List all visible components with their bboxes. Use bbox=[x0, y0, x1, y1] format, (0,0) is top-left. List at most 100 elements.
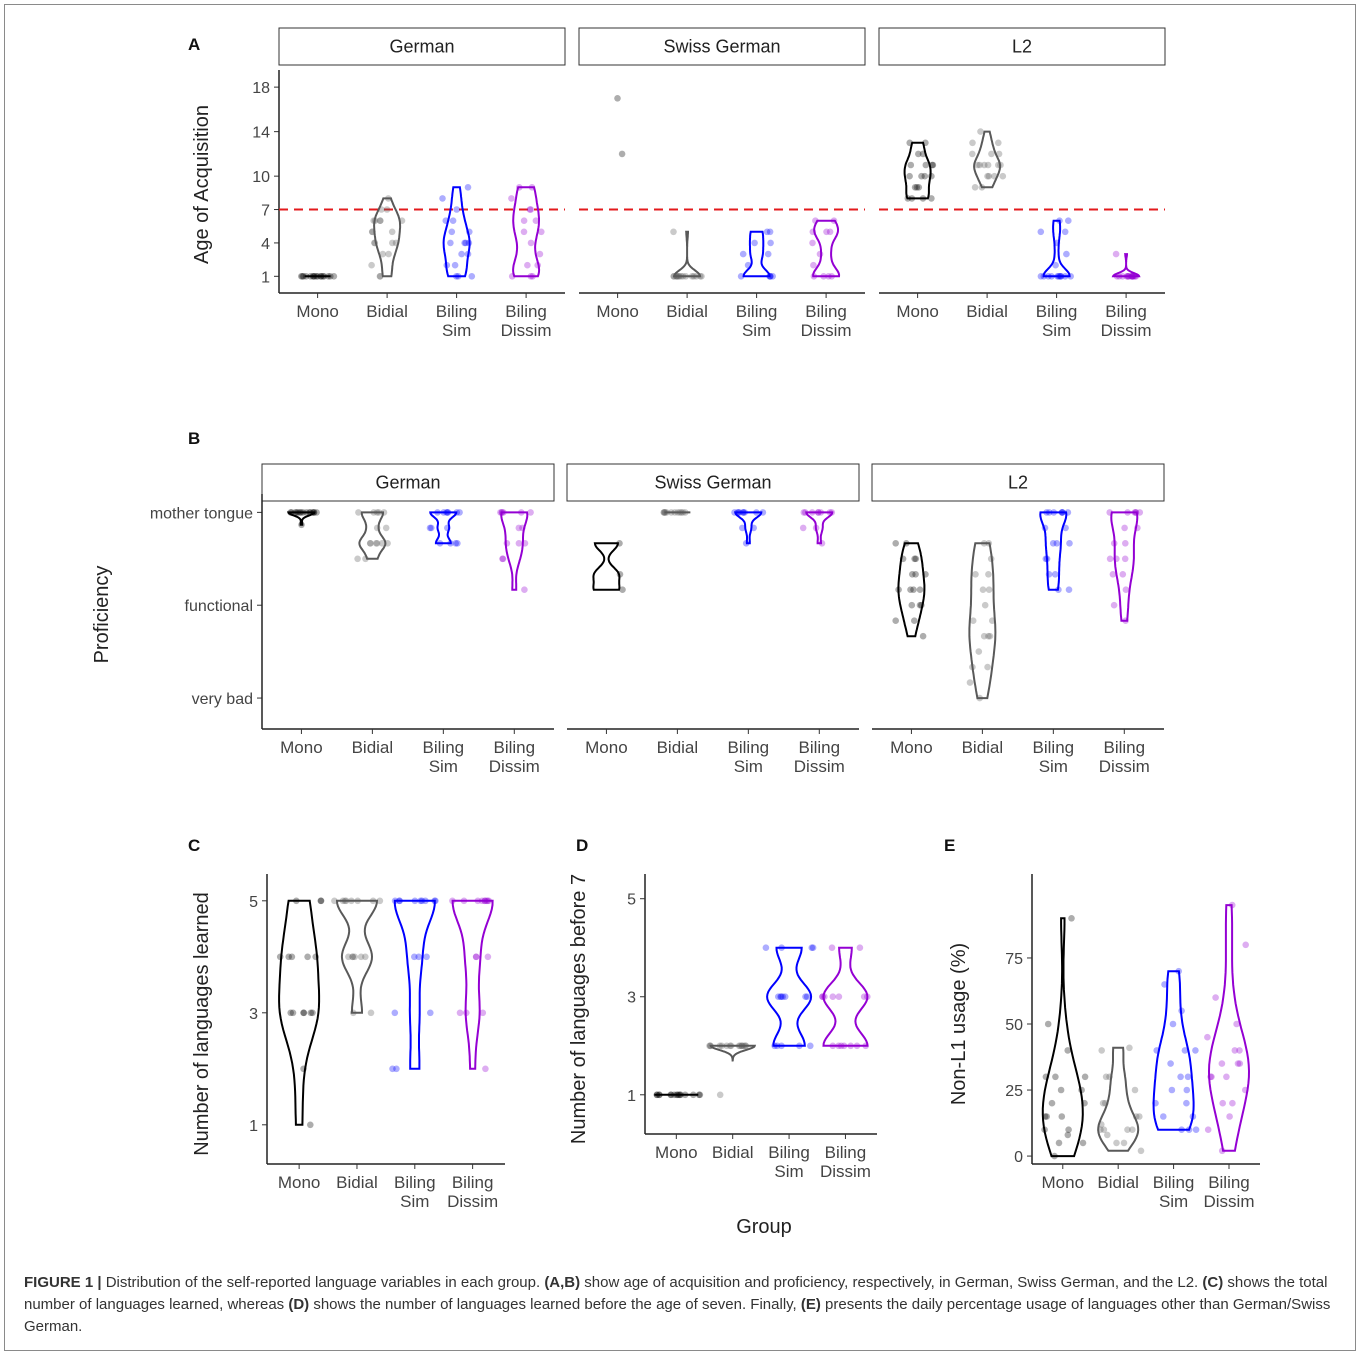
panel-a-f0-point-2-16 bbox=[439, 195, 446, 202]
panel-a-f2-point-2-0 bbox=[1037, 273, 1045, 280]
panel-a-x-tick-label-1-3: Biling Dissim bbox=[801, 302, 852, 340]
panel-a-f2-point-0-6 bbox=[915, 184, 923, 191]
panel-c-x-tick-label-2-line: Biling bbox=[394, 1173, 436, 1192]
panel-e-point-0-5 bbox=[1065, 1126, 1072, 1133]
panel-a-y-tick-label-3: 10 bbox=[252, 169, 270, 186]
panel-e-point-2-2 bbox=[1192, 1126, 1200, 1133]
panel-b-f1-point-1-6 bbox=[660, 509, 668, 516]
panel-e-y-tick-label-2: 50 bbox=[1005, 1017, 1023, 1034]
panel-a-f0-violin-3 bbox=[512, 186, 541, 278]
panel-a-f0-point-3-12 bbox=[527, 206, 535, 213]
panel-a-f0-point-1-14 bbox=[383, 206, 391, 213]
panel-a-f0-point-3-10 bbox=[532, 217, 540, 224]
panel-d-point-2-6 bbox=[779, 993, 787, 1000]
panel-e-y-label: Non-L1 usage (%) bbox=[948, 943, 970, 1105]
panel-d-violin-2 bbox=[766, 946, 813, 1047]
panel-b-f0-point-1-11 bbox=[372, 540, 380, 547]
panel-e-point-3-12 bbox=[1236, 1047, 1243, 1054]
panel-c-point-0-6 bbox=[300, 1009, 307, 1017]
panel-e-point-3-16 bbox=[1212, 994, 1219, 1001]
panel-b-strip-label-1: Swiss German bbox=[654, 473, 771, 493]
panel-c-x-tick-label-3: Biling Dissim bbox=[447, 1173, 498, 1211]
panel-c-point-1-15 bbox=[351, 953, 359, 961]
panel-b-f2-point-3-1 bbox=[1136, 509, 1144, 516]
panel-b-x-tick-label-1-0-line: Mono bbox=[585, 738, 628, 757]
panel-a-x-tick-label-2-3-line: Dissim bbox=[1101, 321, 1152, 340]
panel-b-x-tick-label-1-3-line: Biling bbox=[798, 738, 840, 757]
panel-a-f0-point-3-7 bbox=[520, 228, 528, 236]
panel-e-point-1-16 bbox=[1098, 1047, 1105, 1054]
panel-e-x-tick-label-1-line: Bidial bbox=[1097, 1173, 1139, 1192]
panel-b-f2-point-0-10 bbox=[916, 586, 924, 593]
panel-a-f0-point-1-3 bbox=[385, 250, 392, 258]
panel-b-x-tick-label-1-2-line: Sim bbox=[734, 757, 763, 776]
panel-a-f1-point-0-1 bbox=[614, 95, 621, 102]
panel-d-y-tick-label-1: 3 bbox=[627, 990, 636, 1007]
panel-e-point-3-8 bbox=[1223, 1073, 1230, 1081]
panel-d-point-3-11 bbox=[829, 993, 837, 1000]
panel-b-x-tick-label-2-3-line: Biling bbox=[1103, 738, 1145, 757]
panel-a-f2-point-1-7 bbox=[976, 161, 983, 169]
figure-frame bbox=[4, 4, 1356, 1351]
panel-b-panel-letter: B bbox=[188, 429, 200, 448]
panel-c-point-0-14 bbox=[289, 1009, 297, 1017]
panel-a-f1-violin-1 bbox=[672, 230, 702, 278]
panel-b-f2-point-0-15 bbox=[892, 617, 899, 624]
panel-e-point-3-2 bbox=[1226, 1113, 1233, 1120]
panel-a-f0-point-2-0 bbox=[468, 273, 476, 280]
panel-d-point-2-8 bbox=[775, 993, 782, 1000]
panel-a-f0-point-0-8 bbox=[330, 273, 338, 280]
panel-b-f0-point-1-10 bbox=[378, 540, 386, 547]
panel-b-f0-violin-2 bbox=[429, 511, 458, 545]
panel-e-x-tick-label-0: Mono bbox=[1042, 1173, 1085, 1192]
panel-b-f2-point-3-12 bbox=[1106, 555, 1114, 563]
panel-a-x-tick-label-1-3-line: Biling bbox=[805, 302, 847, 321]
panel-a-f0-point-3-9 bbox=[520, 217, 528, 224]
panel-d-x-tick-label-2-line: Biling bbox=[768, 1143, 810, 1162]
panel-a-f0-point-1-13 bbox=[376, 217, 384, 224]
panel-a-f0-point-3-11 bbox=[526, 206, 534, 213]
panel-d-y-tick-label-2: 5 bbox=[627, 892, 636, 909]
panel-e-point-2-5 bbox=[1183, 1099, 1190, 1107]
panel-a-f0-point-2-7 bbox=[462, 239, 470, 247]
panel-a-f2-point-1-15 bbox=[995, 139, 1002, 147]
panel-c-point-1-5 bbox=[362, 953, 369, 961]
panel-b-f0-point-1-9 bbox=[367, 540, 374, 547]
panel-b-x-tick-label-0-3: Biling Dissim bbox=[489, 738, 540, 776]
panel-c-point-3-3 bbox=[479, 1009, 487, 1017]
panel-a-x-tick-label-0-2-line: Biling bbox=[436, 302, 478, 321]
panel-b-f0-point-1-2 bbox=[355, 509, 362, 516]
panel-e-x-tick-label-0-line: Mono bbox=[1042, 1173, 1085, 1192]
panel-b-f1-violin-2 bbox=[734, 511, 763, 545]
panel-c-point-0-15 bbox=[285, 953, 293, 961]
panel-b-f2-point-1-11 bbox=[986, 632, 994, 640]
panel-a-f0-violin-2 bbox=[442, 186, 471, 278]
panel-a-f0-point-3-13 bbox=[508, 195, 515, 202]
panel-b-f2-point-0-3 bbox=[912, 555, 920, 563]
panel-b-x-tick-label-0-0: Mono bbox=[280, 738, 323, 757]
panel-e-point-0-13 bbox=[1081, 1073, 1089, 1081]
panel-b-f2-point-1-13 bbox=[975, 648, 983, 655]
panel-b-f1-point-0-0 bbox=[619, 586, 626, 593]
panel-b-x-tick-label-0-0-line: Mono bbox=[280, 738, 323, 757]
panel-a-f2-point-2-14 bbox=[1061, 228, 1069, 236]
caption-part-4: shows the total number of languages lear… bbox=[24, 1274, 1328, 1313]
panel-c-point-2-4 bbox=[411, 953, 418, 961]
panel-b-f2-point-0-17 bbox=[919, 632, 927, 640]
panel-a-x-tick-label-1-1: Bidial bbox=[666, 302, 708, 321]
panel-b-strip-label-0: German bbox=[375, 473, 440, 493]
panel-c-point-0-4 bbox=[287, 1009, 295, 1017]
caption-part-1: (A,B) bbox=[544, 1274, 581, 1291]
panel-e-x-tick-label-3-line: Biling bbox=[1208, 1173, 1250, 1192]
panel-d-x-tick-label-0: Mono bbox=[655, 1143, 698, 1162]
panel-b-x-tick-label-2-3-line: Dissim bbox=[1099, 757, 1150, 776]
panel-d-x-tick-label-3-line: Biling bbox=[825, 1143, 867, 1162]
panel-a-x-tick-label-2-3-line: Biling bbox=[1105, 302, 1147, 321]
panel-c-point-1-1 bbox=[367, 1009, 375, 1017]
panel-e-violin-2 bbox=[1152, 970, 1195, 1131]
panel-a-f1-point-2-9 bbox=[767, 239, 774, 247]
panel-a-f2-point-1-4 bbox=[984, 172, 991, 180]
panel-b-f0-violin-0 bbox=[287, 511, 316, 526]
panel-b-f2-point-1-3 bbox=[972, 571, 979, 578]
panel-b-f2-point-1-5 bbox=[985, 586, 993, 593]
